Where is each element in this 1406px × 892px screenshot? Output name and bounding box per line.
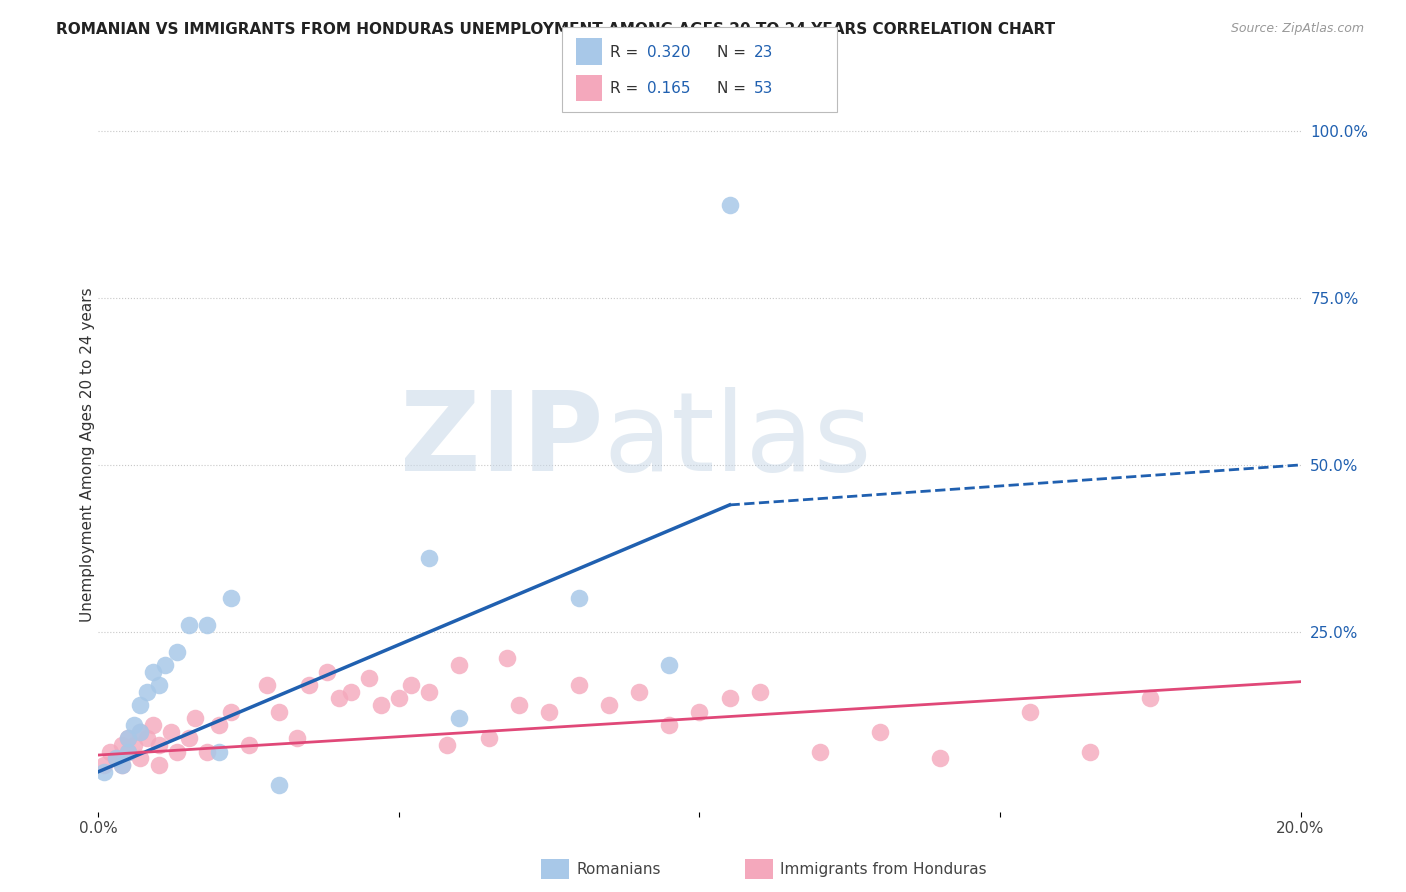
Point (166, 745, 188, 759)
Point (129, 698, 152, 712)
Point (166, 645, 188, 659)
Point (718, 691, 741, 706)
Point (357, 671, 380, 685)
Point (285, 731, 308, 746)
Point (538, 705, 561, 719)
Y-axis label: Unemployment Among Ages 20 to 24 years: Unemployment Among Ages 20 to 24 years (80, 287, 94, 623)
Point (1139, 691, 1161, 706)
Point (100, 745, 122, 759)
Point (111, 758, 134, 772)
Point (658, 718, 681, 732)
Point (195, 745, 218, 759)
Point (111, 738, 134, 752)
Point (117, 745, 139, 759)
Point (399, 678, 422, 692)
Point (869, 724, 891, 739)
Text: ROMANIAN VS IMMIGRANTS FROM HONDURAS UNEMPLOYMENT AMONG AGES 20 TO 24 YEARS CORR: ROMANIAN VS IMMIGRANTS FROM HONDURAS UNE… (56, 22, 1056, 37)
Point (718, 198, 741, 212)
Point (129, 724, 152, 739)
Point (129, 724, 152, 739)
Point (208, 745, 231, 759)
Text: 23: 23 (754, 45, 773, 60)
Point (298, 678, 321, 692)
Point (508, 698, 530, 712)
Point (598, 698, 620, 712)
Point (129, 751, 152, 765)
Point (135, 731, 157, 746)
Point (93, 764, 115, 779)
Point (256, 678, 278, 692)
Point (93, 758, 115, 772)
Point (238, 738, 260, 752)
Point (148, 758, 170, 772)
Point (148, 738, 170, 752)
Point (208, 718, 231, 732)
Point (153, 658, 176, 673)
Point (159, 724, 181, 739)
Point (148, 678, 170, 692)
Text: Romanians: Romanians (576, 863, 661, 877)
Point (436, 738, 458, 752)
Point (195, 618, 218, 632)
Point (496, 651, 519, 665)
Point (124, 738, 146, 752)
Point (105, 751, 128, 765)
Point (1019, 705, 1042, 719)
Point (568, 591, 591, 606)
Point (141, 665, 163, 679)
Point (370, 698, 392, 712)
Point (628, 684, 651, 698)
Point (117, 745, 139, 759)
Point (117, 731, 139, 746)
Text: R =: R = (610, 45, 644, 60)
Point (748, 684, 770, 698)
Text: atlas: atlas (603, 387, 872, 494)
Point (568, 678, 591, 692)
Point (267, 778, 290, 792)
Point (219, 705, 242, 719)
Point (111, 758, 134, 772)
Point (177, 731, 200, 746)
Point (340, 684, 363, 698)
Point (219, 591, 242, 606)
Point (447, 711, 470, 725)
Point (177, 618, 200, 632)
Point (328, 691, 350, 706)
Point (478, 731, 501, 746)
Point (418, 684, 440, 698)
Text: Source: ZipAtlas.com: Source: ZipAtlas.com (1230, 22, 1364, 36)
Text: 0.320: 0.320 (647, 45, 690, 60)
Point (183, 711, 205, 725)
Point (929, 751, 952, 765)
Text: ZIP: ZIP (399, 387, 603, 494)
Point (315, 665, 337, 679)
Point (267, 705, 290, 719)
Point (658, 658, 681, 673)
Point (124, 718, 146, 732)
Point (689, 705, 711, 719)
Text: Immigrants from Honduras: Immigrants from Honduras (780, 863, 987, 877)
Text: N =: N = (717, 45, 751, 60)
Point (1078, 745, 1101, 759)
Point (808, 745, 831, 759)
Point (141, 718, 163, 732)
Point (117, 731, 139, 746)
Point (388, 691, 411, 706)
Point (418, 551, 440, 566)
Text: 53: 53 (754, 81, 773, 96)
Point (105, 751, 128, 765)
Point (447, 658, 470, 673)
Text: R =: R = (610, 81, 644, 96)
Text: 0.165: 0.165 (647, 81, 690, 96)
Point (135, 684, 157, 698)
Text: N =: N = (717, 81, 751, 96)
